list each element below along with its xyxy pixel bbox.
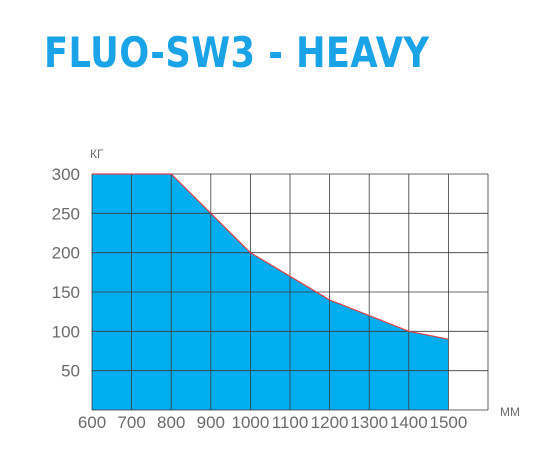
y-tick-label: 100 xyxy=(52,322,80,341)
x-tick-label: 600 xyxy=(78,413,106,432)
x-tick-label: 900 xyxy=(197,413,225,432)
y-tick-label: 150 xyxy=(52,283,80,302)
x-tick-label: 1400 xyxy=(390,413,428,432)
line-layer xyxy=(92,173,449,340)
x-axis-unit-label: ММ xyxy=(500,405,520,419)
load-line xyxy=(92,173,449,340)
x-tick-label: 1300 xyxy=(350,413,388,432)
y-tick-label: 250 xyxy=(52,204,80,223)
y-tick-label: 200 xyxy=(52,244,80,263)
x-tick-label: 700 xyxy=(117,413,145,432)
y-tick-label: 50 xyxy=(61,362,80,381)
x-tick-label: 1000 xyxy=(231,413,269,432)
x-tick-label: 800 xyxy=(157,413,185,432)
y-axis-unit-label: КГ xyxy=(90,147,104,161)
grid-layer xyxy=(91,173,489,411)
page-title: FLUO-SW3 - HEAVY xyxy=(44,28,430,77)
y-tick-labels: 50 100 150 200 250 300 xyxy=(52,165,80,381)
x-tick-label: 1200 xyxy=(311,413,349,432)
x-tick-label: 1100 xyxy=(272,413,309,432)
x-tick-label: 1500 xyxy=(429,413,467,432)
x-tick-labels: 600 700 800 900 1000 1100 1200 1300 1400 1500 xyxy=(78,413,468,432)
y-tick-label: 300 xyxy=(52,165,80,184)
